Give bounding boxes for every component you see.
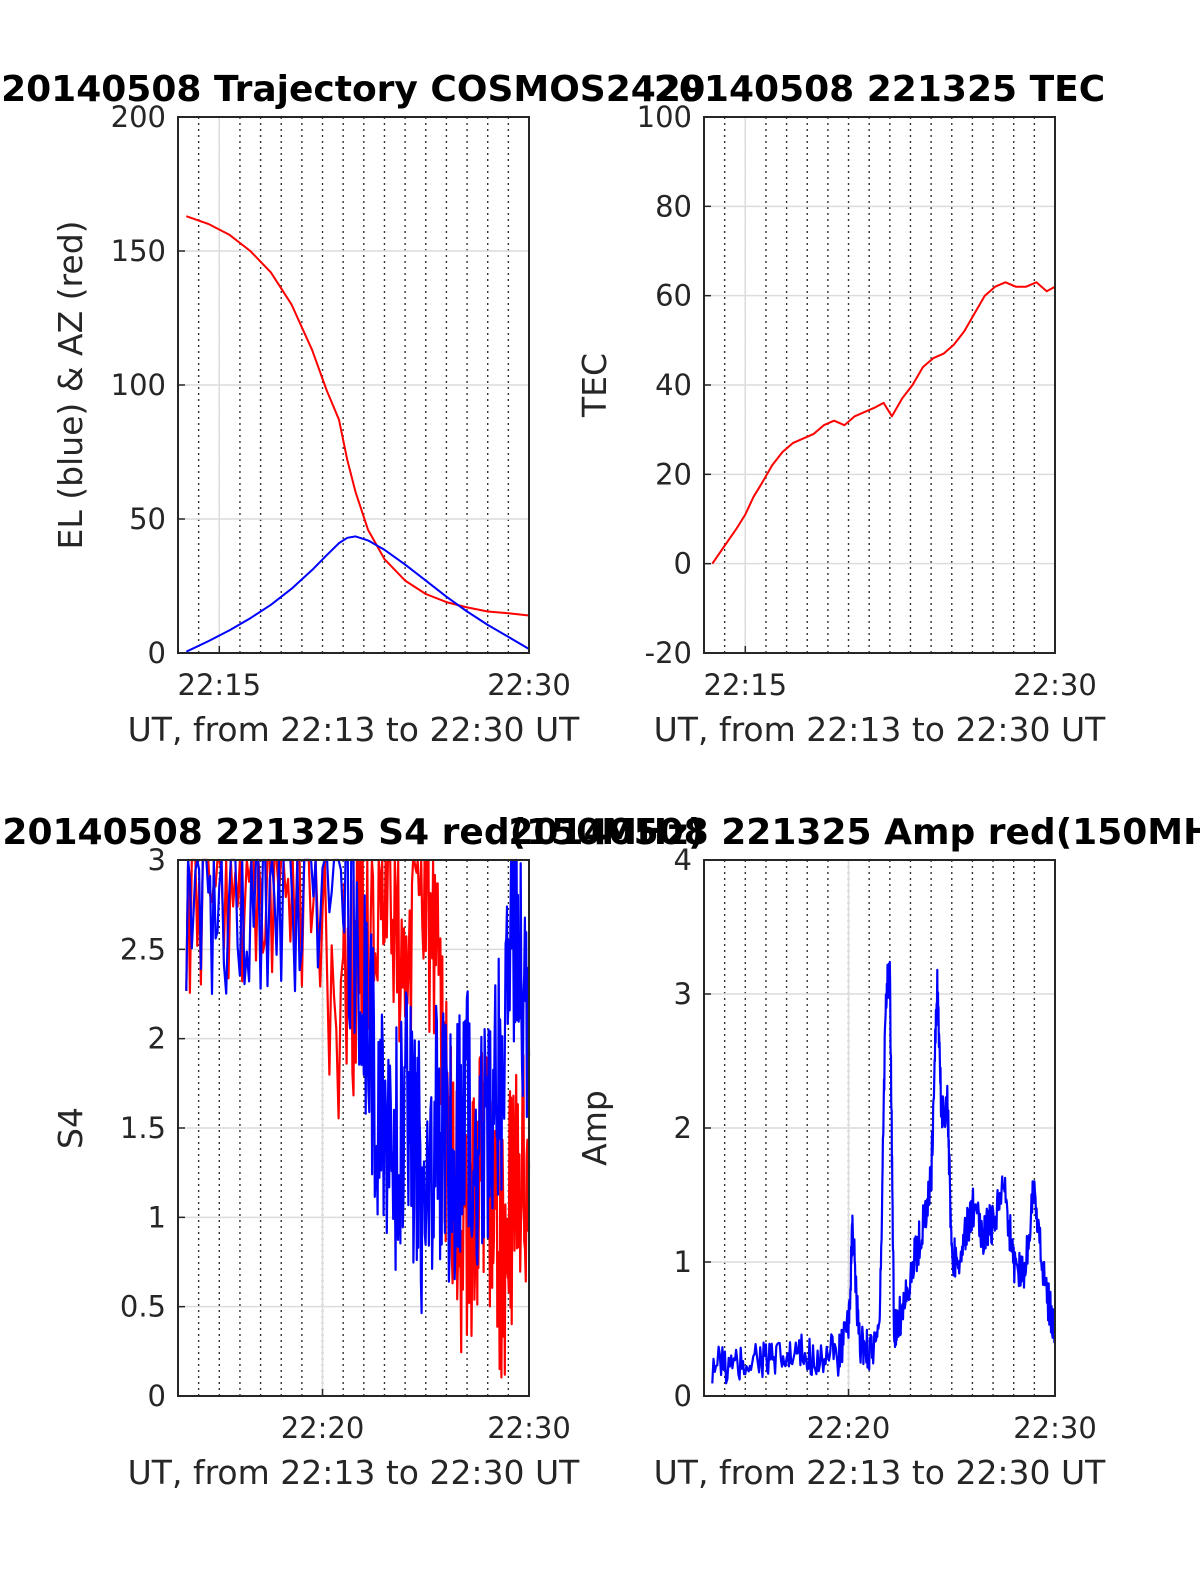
y-tick-label: -20 xyxy=(645,636,692,670)
panel-amp: 0 1 2 3 4 22:20 22:30 20140508 221325 Amp red(1… xyxy=(508,812,1200,1492)
panel-tec: -20 0 20 40 60 80 100 22:15 22:30 20140508 221325… xyxy=(575,69,1106,749)
y-tick-label: 0 xyxy=(674,547,692,581)
series-line xyxy=(185,535,530,653)
y-tick-label: 3 xyxy=(674,977,692,1011)
series-line xyxy=(711,281,1056,565)
panel-title: 20140508 221325 TEC xyxy=(654,69,1105,110)
axes-frame xyxy=(703,859,1056,1397)
y-axis-label: EL (blue) & AZ (red) xyxy=(51,220,90,549)
y-tick-label: 150 xyxy=(111,234,166,268)
panel-s4: 0 0.5 1 1.5 2 2.5 3 22:20 22:30 20140508 221325 S… xyxy=(2,812,704,1492)
y-tick-label: 20 xyxy=(655,457,692,491)
y-tick-label: 4 xyxy=(674,843,692,877)
series-line xyxy=(711,960,1057,1385)
y-axis-label: Amp xyxy=(575,1090,614,1166)
y-tick-label: 3 xyxy=(148,843,166,877)
x-tick-label: 22:30 xyxy=(487,668,571,702)
x-tick-label: 22:30 xyxy=(1013,1411,1097,1445)
y-tick-label: 40 xyxy=(655,368,692,402)
axes-frame xyxy=(177,859,530,1397)
x-axis-label: UT, from 22:13 to 22:30 UT xyxy=(128,1453,581,1492)
y-axis-label: S4 xyxy=(51,1107,90,1149)
y-tick-label: 100 xyxy=(637,100,692,134)
y-tick-label: 0 xyxy=(148,1379,166,1413)
y-tick-label: 1 xyxy=(674,1245,692,1279)
y-tick-label: 1.5 xyxy=(120,1111,166,1145)
x-axis-label: UT, from 22:13 to 22:30 UT xyxy=(654,710,1107,749)
y-axis-label: TEC xyxy=(575,353,614,418)
x-tick-label: 22:15 xyxy=(178,668,262,702)
y-tick-label: 2 xyxy=(674,1111,692,1145)
y-tick-label: 100 xyxy=(111,368,166,402)
axes-frame xyxy=(703,116,1056,654)
x-axis-label: UT, from 22:13 to 22:30 UT xyxy=(654,1453,1107,1492)
y-tick-label: 1 xyxy=(148,1200,166,1234)
x-tick-label: 22:20 xyxy=(281,1411,365,1445)
y-tick-label: 80 xyxy=(655,189,692,223)
y-tick-label: 60 xyxy=(655,279,692,313)
axes-frame xyxy=(177,116,530,654)
y-tick-label: 0 xyxy=(148,636,166,670)
x-tick-label: 22:30 xyxy=(1013,668,1097,702)
y-tick-label: 2.5 xyxy=(120,932,166,966)
series-line xyxy=(185,215,530,617)
y-tick-label: 0.5 xyxy=(120,1290,166,1324)
x-tick-label: 22:15 xyxy=(704,668,788,702)
panel-title: 20140508 Trajectory COSMOS2429 xyxy=(1,69,706,110)
y-tick-label: 2 xyxy=(148,1022,166,1056)
x-tick-label: 22:20 xyxy=(807,1411,891,1445)
series-line xyxy=(185,858,531,1315)
panel-title: 20140508 221325 Amp red(150MHz) xyxy=(508,812,1200,853)
panel-title: 20140508 221325 S4 red(150MHz) xyxy=(2,812,704,853)
x-axis-label: UT, from 22:13 to 22:30 UT xyxy=(128,710,581,749)
y-tick-label: 200 xyxy=(111,100,166,134)
y-tick-label: 0 xyxy=(674,1379,692,1413)
x-tick-label: 22:30 xyxy=(487,1411,571,1445)
y-tick-label: 50 xyxy=(129,502,166,536)
